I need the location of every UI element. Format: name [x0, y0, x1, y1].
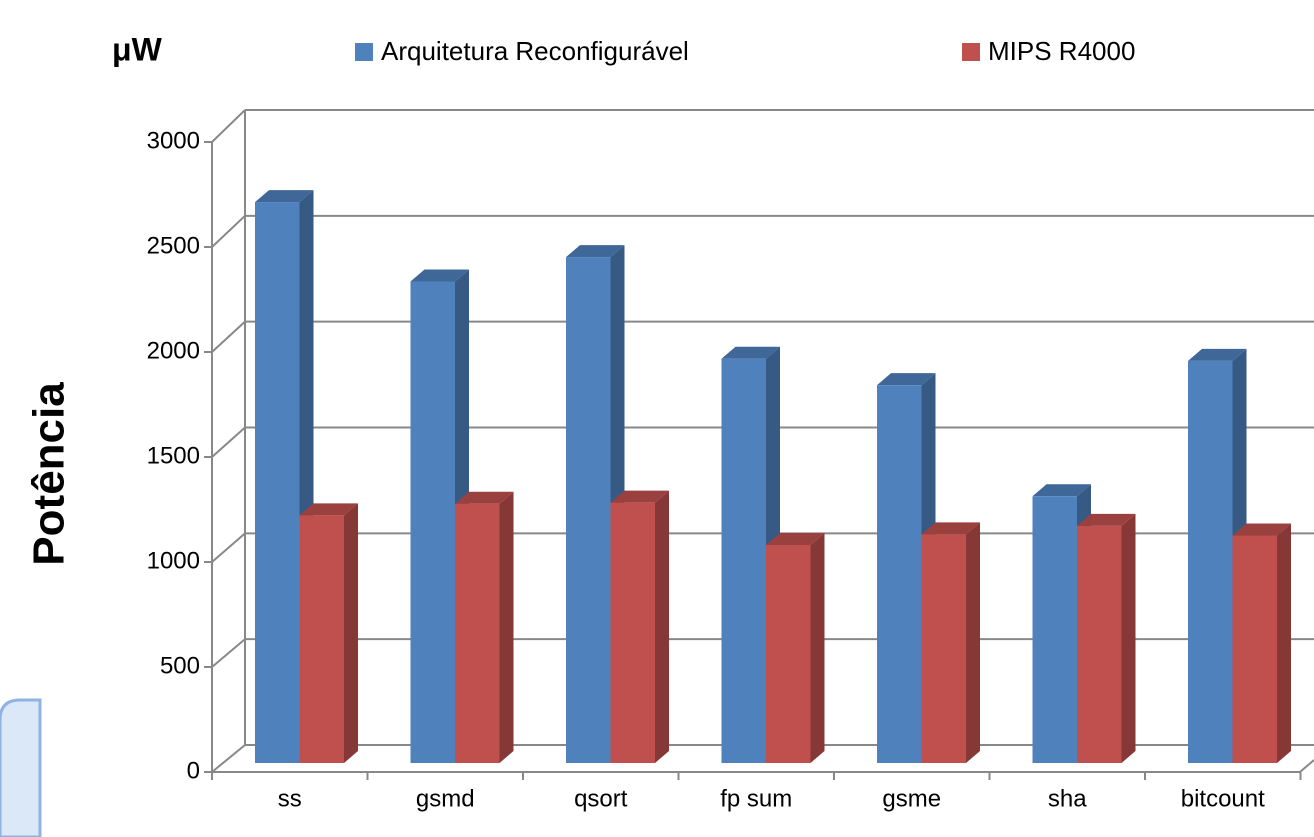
bar [455, 504, 500, 763]
page: μW Potência 0 500 1000 1500 2000 2500 3000 ss gs… [0, 0, 1314, 837]
bar [411, 281, 456, 763]
bar [1233, 535, 1278, 763]
grid-line [212, 533, 245, 562]
x-tick-label: ss [278, 785, 302, 812]
bar [722, 359, 767, 763]
y-tick-label: 2000 [147, 337, 200, 364]
y-tick-label: 0 [187, 757, 200, 784]
grid-line [212, 322, 245, 352]
y-axis-label: Potência [25, 382, 74, 566]
unit-label: μW [112, 31, 163, 67]
y-tick-label: 2500 [147, 232, 200, 259]
decoration [0, 700, 40, 837]
x-tick-label: fp sum [720, 785, 792, 812]
grid-line [212, 639, 245, 667]
floor-edge [1300, 760, 1314, 772]
bar [877, 385, 922, 763]
bar [566, 257, 611, 763]
grid-line [212, 110, 245, 142]
bar [300, 515, 345, 763]
bar [1033, 496, 1078, 763]
grid-line [212, 216, 245, 247]
legend-swatch [355, 43, 373, 61]
grid-line [212, 745, 245, 772]
x-tick-label: qsort [574, 785, 628, 812]
legend-label: MIPS R4000 [988, 36, 1135, 66]
x-tick-label: gsmd [416, 785, 475, 812]
bar [611, 503, 656, 763]
bar-side [655, 491, 669, 763]
x-tick-label: gsme [882, 785, 941, 812]
bar-side [344, 503, 358, 763]
y-tick-label: 500 [160, 652, 200, 679]
bar-side [1277, 523, 1291, 763]
bar [255, 202, 300, 763]
x-tick-label: sha [1048, 785, 1087, 812]
bar-side [811, 533, 825, 763]
x-tick-label: bitcount [1181, 785, 1265, 812]
bar-side [1122, 514, 1136, 763]
bar [922, 534, 967, 763]
bar [1077, 526, 1122, 763]
bar-side [500, 492, 514, 763]
y-tick-label: 1500 [147, 442, 200, 469]
bar [1188, 361, 1233, 763]
y-tick-label: 3000 [147, 127, 200, 154]
bar [766, 545, 811, 763]
chart: μW Potência 0 500 1000 1500 2000 2500 3000 ss gs… [0, 0, 1314, 837]
bar-side [966, 522, 980, 763]
grid-line [212, 428, 245, 458]
legend-label: Arquitetura Reconfigurável [381, 36, 689, 66]
y-tick-label: 1000 [147, 547, 200, 574]
legend-swatch [962, 43, 980, 61]
